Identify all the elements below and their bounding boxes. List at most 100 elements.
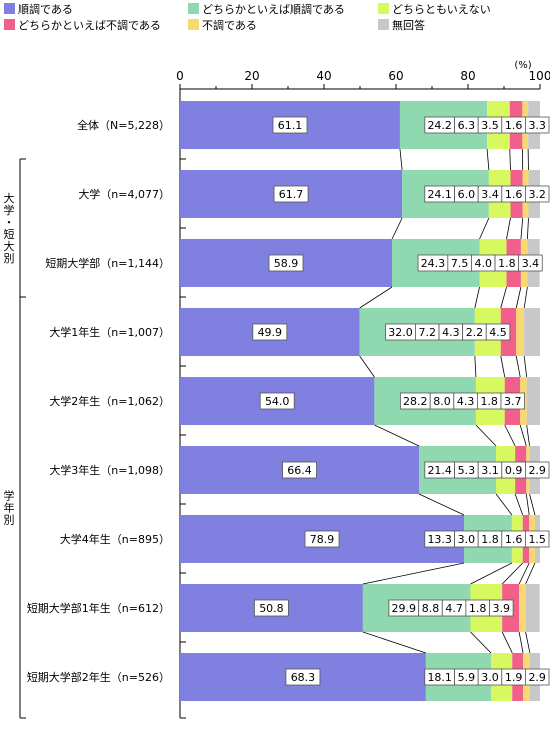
data-label: 4.0 xyxy=(474,257,492,270)
connector-line xyxy=(525,493,530,516)
connector-line xyxy=(520,217,524,240)
connector-line xyxy=(504,424,516,447)
connector-line xyxy=(525,631,531,654)
data-label: 8.8 xyxy=(422,602,440,615)
bar-segment xyxy=(516,308,525,356)
group-label-bg xyxy=(2,190,18,266)
connector-line xyxy=(526,424,530,447)
data-label: 50.8 xyxy=(259,602,284,615)
group-label: 学年別 xyxy=(4,489,15,527)
data-label: 3.3 xyxy=(528,119,546,132)
data-label-box xyxy=(525,461,550,479)
data-label: 1.9 xyxy=(505,671,523,684)
data-label: 5.3 xyxy=(458,464,476,477)
legend-label: 無回答 xyxy=(392,19,425,32)
data-label: 3.7 xyxy=(504,395,522,408)
data-label-box xyxy=(525,530,550,548)
data-label: 49.9 xyxy=(258,326,283,339)
data-label: 3.0 xyxy=(481,671,499,684)
data-label: 3.9 xyxy=(493,602,511,615)
connector-line xyxy=(475,424,497,447)
data-label: 0.9 xyxy=(505,464,523,477)
category-label: 大学3年生（n=1,098） xyxy=(49,463,170,477)
connector-line xyxy=(359,286,393,309)
connector-line xyxy=(529,493,536,516)
x-tick-label: 100 xyxy=(529,69,550,83)
bar-segment xyxy=(525,584,540,632)
legend-item: 不調である xyxy=(188,19,257,33)
legend-label: どちらともいえない xyxy=(392,3,491,16)
legend-swatch xyxy=(188,3,199,14)
data-label: 61.7 xyxy=(279,188,304,201)
connector-line xyxy=(527,217,529,240)
bar-segment xyxy=(519,584,526,632)
connector-line xyxy=(501,631,513,654)
legend-label: どちらかといえば順調である xyxy=(202,3,345,16)
legend-item: どちらともいえない xyxy=(378,3,491,17)
legend-item: 順調である xyxy=(4,3,73,17)
data-label: 1.8 xyxy=(498,257,516,270)
data-label: 3.5 xyxy=(481,119,499,132)
x-tick-label: 40 xyxy=(316,69,331,83)
data-label: 4.3 xyxy=(442,326,460,339)
category-label: 短期大学部2年生（n=526） xyxy=(27,670,170,684)
data-label: 78.9 xyxy=(310,533,335,546)
connector-line xyxy=(362,562,465,585)
data-label: 1.6 xyxy=(505,119,523,132)
x-tick-label: 0 xyxy=(176,69,184,83)
data-label-box xyxy=(259,392,295,410)
data-label-box xyxy=(525,185,550,203)
data-label-box xyxy=(252,323,288,341)
data-label: 1.8 xyxy=(469,602,487,615)
connector-line xyxy=(523,286,528,309)
data-label: 4.5 xyxy=(489,326,507,339)
category-label: 全体（N=5,228） xyxy=(77,118,170,132)
legend-label: どちらかといえば不調である xyxy=(18,19,161,32)
data-label-box xyxy=(525,116,550,134)
connector-line xyxy=(514,493,524,516)
legend-item: 無回答 xyxy=(378,19,425,33)
connector-line xyxy=(474,355,477,378)
data-label-box xyxy=(285,668,321,686)
data-label-box xyxy=(304,530,340,548)
data-label: 8.0 xyxy=(433,395,451,408)
connector-line xyxy=(518,631,524,654)
data-label: 5.9 xyxy=(458,671,476,684)
data-label: 2.2 xyxy=(466,326,484,339)
data-label-box xyxy=(500,392,526,410)
connector-line xyxy=(523,355,528,378)
connector-line xyxy=(525,562,536,585)
group-label-bg xyxy=(2,487,18,528)
connector-line xyxy=(500,286,507,309)
category-label: 大学2年生（n=1,062） xyxy=(49,394,170,408)
connector-line xyxy=(509,148,511,171)
data-label: 7.2 xyxy=(418,326,436,339)
data-label-box xyxy=(272,116,308,134)
data-label-box xyxy=(282,461,317,479)
connector-line xyxy=(518,562,530,585)
connector-line xyxy=(391,217,403,240)
data-label: 61.1 xyxy=(278,119,303,132)
data-label-box xyxy=(485,323,511,341)
data-label: 4.7 xyxy=(445,602,463,615)
legend-item: どちらかといえば順調である xyxy=(188,3,345,17)
connector-line xyxy=(519,424,527,447)
legend-label: 不調である xyxy=(202,19,257,32)
data-label: 24.3 xyxy=(421,257,446,270)
legend-swatch xyxy=(4,19,15,30)
data-label: 3.2 xyxy=(528,188,546,201)
data-label: 68.3 xyxy=(291,671,316,684)
data-label: 1.8 xyxy=(481,533,499,546)
data-label: 54.0 xyxy=(265,395,290,408)
data-label-box xyxy=(518,254,543,272)
connector-line xyxy=(501,562,524,585)
data-label: 58.9 xyxy=(274,257,299,270)
legend-label: 順調である xyxy=(18,3,73,16)
data-label: 18.1 xyxy=(427,671,452,684)
connector-line xyxy=(495,493,513,516)
data-label: 3.0 xyxy=(458,533,476,546)
unit-label: (%) xyxy=(514,60,531,71)
data-label: 24.2 xyxy=(427,119,452,132)
x-tick-label: 60 xyxy=(388,69,403,83)
